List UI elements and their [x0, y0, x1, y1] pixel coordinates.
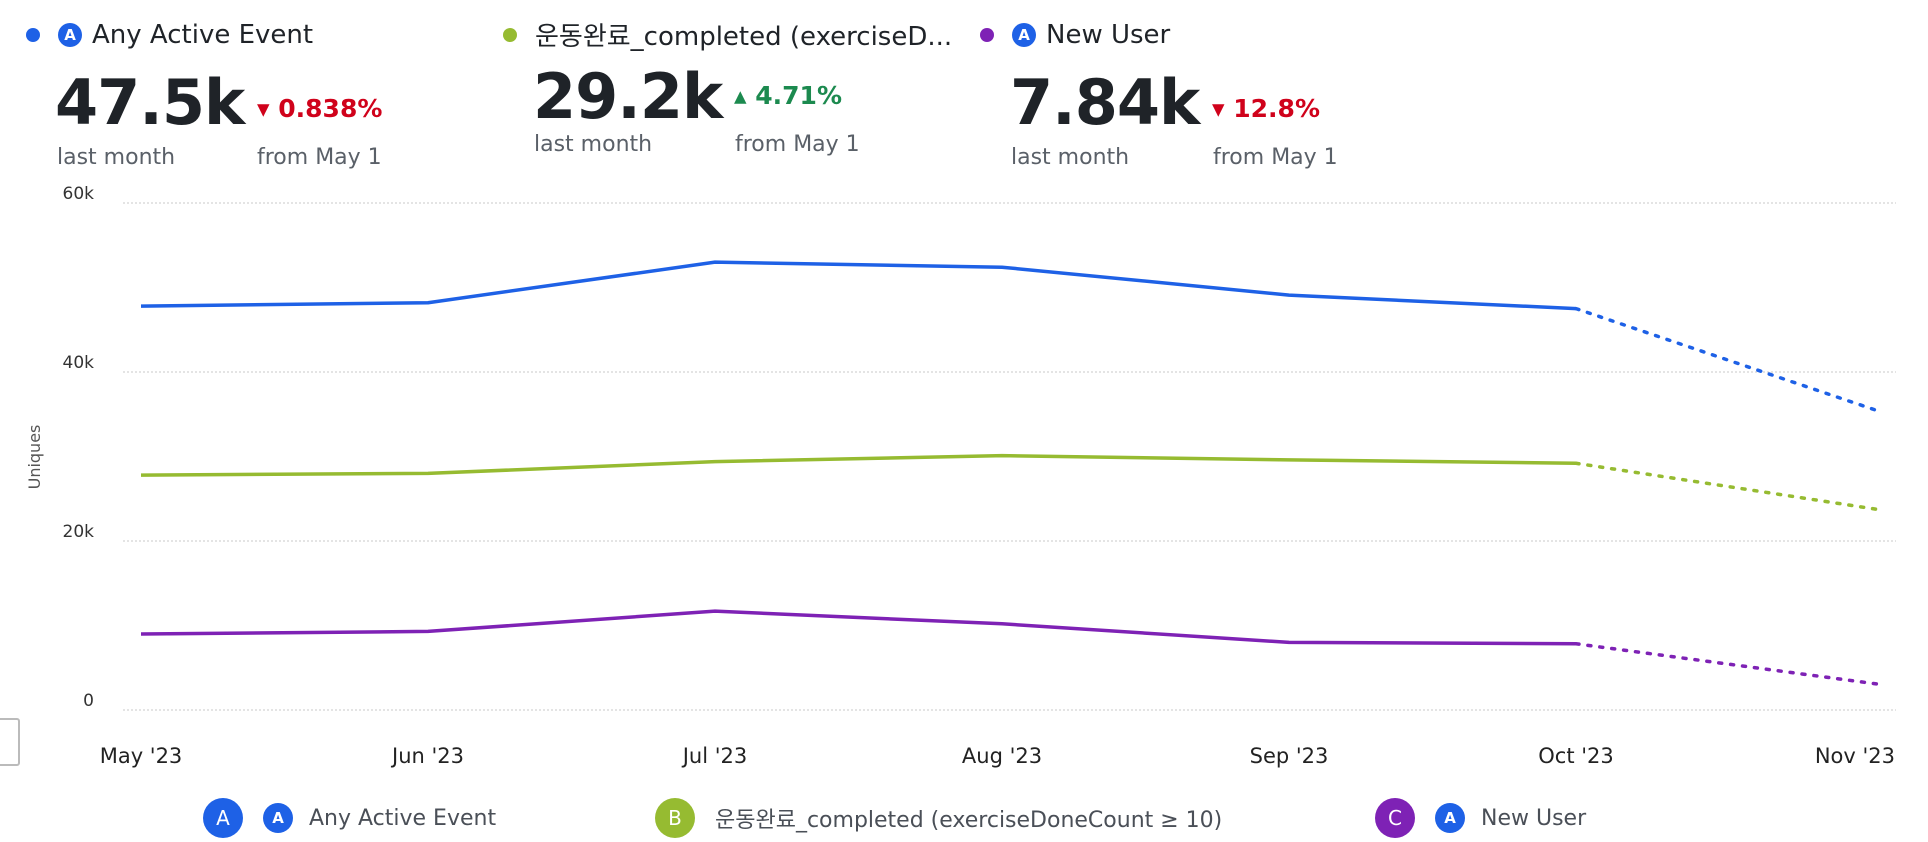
y-tick-label: 60k — [63, 184, 95, 204]
kpi-period: last month — [1011, 145, 1130, 170]
series-line — [140, 609, 1577, 646]
legend-label: New User — [1481, 805, 1587, 831]
amplitude-icon: A — [58, 23, 82, 47]
y-tick-label: 20k — [63, 522, 95, 542]
kpi-delta: ▾ 0.838% — [257, 94, 383, 123]
x-tick-label: Jul '23 — [681, 744, 748, 768]
legend-item-c[interactable]: C A New User — [1375, 798, 1586, 838]
legend-badge: A — [203, 798, 243, 838]
kpi-since: from May 1 — [1213, 145, 1338, 170]
kpi-exercise-completed: 운동완료_completed (exerciseD... — [503, 16, 952, 53]
x-tick-label: Aug '23 — [962, 744, 1042, 768]
kpi-delta: ▾ 12.8% — [1212, 94, 1320, 123]
legend-badge: B — [655, 798, 695, 838]
kpi-new-user: A New User — [980, 20, 1170, 50]
legend-label: 운동완료_completed (exerciseDoneCount ≥ 10) — [715, 808, 1223, 833]
series-dot — [980, 28, 994, 42]
amplitude-icon: A — [1435, 803, 1465, 833]
legend-item-a[interactable]: A A Any Active Event — [203, 798, 496, 838]
x-tick-label: Jun '23 — [390, 744, 464, 768]
projected-line — [1574, 642, 1883, 687]
kpi-period: last month — [534, 132, 653, 157]
down-arrow-icon: ▾ — [1212, 94, 1234, 123]
up-arrow-icon: ▴ — [734, 81, 756, 110]
kpi-title: 운동완료_completed (exerciseD... — [535, 22, 953, 52]
x-tick-label: May '23 — [100, 744, 183, 768]
kpi-since: from May 1 — [257, 145, 382, 170]
series-line — [140, 260, 1577, 311]
kpi-delta: ▴ 4.71% — [734, 81, 842, 110]
x-tick-label: Sep '23 — [1250, 744, 1329, 768]
y-tick-label: 40k — [63, 353, 95, 373]
legend-badge: C — [1375, 798, 1415, 838]
y-tick-label: 0 — [83, 691, 94, 711]
kpi-value: 7.84k — [1010, 66, 1200, 139]
series-dot — [503, 27, 517, 42]
x-tick-label: Nov '23 — [1815, 744, 1895, 768]
kpi-title: Any Active Event — [92, 20, 314, 50]
projected-line — [1574, 461, 1883, 512]
down-arrow-icon: ▾ — [257, 94, 279, 123]
x-tick-label: Oct '23 — [1538, 744, 1613, 768]
series-dot — [26, 28, 40, 42]
kpi-value: 29.2k — [533, 60, 723, 133]
kpi-title: New User — [1046, 20, 1171, 50]
amplitude-icon: A — [263, 803, 293, 833]
legend-item-b[interactable]: B 운동완료_completed (exerciseDoneCount ≥ 10) — [655, 798, 1222, 838]
kpi-period: last month — [57, 145, 176, 170]
collapse-handle[interactable] — [0, 718, 20, 766]
legend-label: Any Active Event — [309, 805, 497, 831]
projected-line — [1574, 306, 1883, 414]
kpi-any-active-event: A Any Active Event — [26, 20, 313, 50]
kpi-value: 47.5k — [55, 66, 245, 139]
series-line — [140, 453, 1577, 477]
y-axis-label: Uniques — [25, 425, 44, 490]
amplitude-icon: A — [1012, 23, 1036, 47]
kpi-since: from May 1 — [735, 132, 860, 157]
